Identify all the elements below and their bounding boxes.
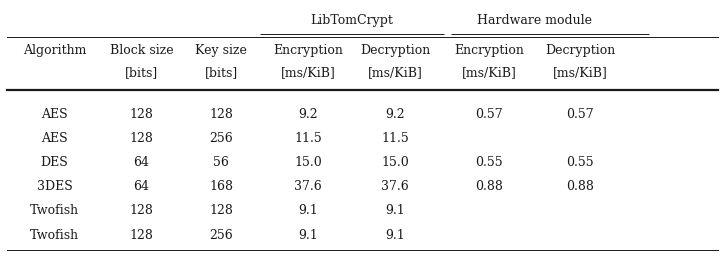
Text: 9.1: 9.1 — [385, 229, 405, 242]
Text: [ms/KiB]: [ms/KiB] — [368, 66, 423, 79]
Text: [bits]: [bits] — [125, 66, 158, 79]
Text: Algorithm: Algorithm — [22, 44, 86, 57]
Text: 9.1: 9.1 — [298, 229, 318, 242]
Text: Twofish: Twofish — [30, 204, 79, 218]
Text: Block size: Block size — [109, 44, 173, 57]
Text: AES: AES — [41, 132, 67, 145]
Text: Twofish: Twofish — [30, 229, 79, 242]
Text: 128: 128 — [130, 132, 153, 145]
Text: 128: 128 — [210, 108, 233, 121]
Text: Decryption: Decryption — [360, 44, 430, 57]
Text: Encryption: Encryption — [455, 44, 524, 57]
Text: 0.88: 0.88 — [476, 180, 503, 193]
Text: 128: 128 — [130, 108, 153, 121]
Text: [ms/KiB]: [ms/KiB] — [281, 66, 336, 79]
Text: Decryption: Decryption — [545, 44, 615, 57]
Text: 9.1: 9.1 — [385, 204, 405, 218]
Text: 15.0: 15.0 — [294, 156, 322, 169]
Text: 0.55: 0.55 — [566, 156, 594, 169]
Text: 256: 256 — [210, 132, 233, 145]
Text: 64: 64 — [133, 180, 149, 193]
Text: 3DES: 3DES — [36, 180, 72, 193]
Text: LibTomCrypt: LibTomCrypt — [310, 14, 393, 27]
Text: Key size: Key size — [195, 44, 247, 57]
Text: 37.6: 37.6 — [294, 180, 322, 193]
Text: AES: AES — [41, 108, 67, 121]
Text: 168: 168 — [209, 180, 233, 193]
Text: [bits]: [bits] — [204, 66, 238, 79]
Text: [ms/KiB]: [ms/KiB] — [552, 66, 608, 79]
Text: 0.88: 0.88 — [566, 180, 594, 193]
Text: 9.2: 9.2 — [385, 108, 405, 121]
Text: 0.55: 0.55 — [476, 156, 503, 169]
Text: 256: 256 — [210, 229, 233, 242]
Text: 0.57: 0.57 — [476, 108, 503, 121]
Text: 9.1: 9.1 — [298, 204, 318, 218]
Text: 128: 128 — [130, 229, 153, 242]
Text: 56: 56 — [213, 156, 229, 169]
Text: 0.57: 0.57 — [566, 108, 594, 121]
Text: 11.5: 11.5 — [381, 132, 409, 145]
Text: 128: 128 — [130, 204, 153, 218]
Text: 128: 128 — [210, 204, 233, 218]
Text: DES: DES — [41, 156, 68, 169]
Text: 64: 64 — [133, 156, 149, 169]
Text: [ms/KiB]: [ms/KiB] — [462, 66, 517, 79]
Text: 11.5: 11.5 — [294, 132, 322, 145]
Text: Encryption: Encryption — [273, 44, 343, 57]
Text: Hardware module: Hardware module — [477, 14, 592, 27]
Text: 9.2: 9.2 — [298, 108, 318, 121]
Text: 15.0: 15.0 — [381, 156, 409, 169]
Text: 37.6: 37.6 — [381, 180, 409, 193]
